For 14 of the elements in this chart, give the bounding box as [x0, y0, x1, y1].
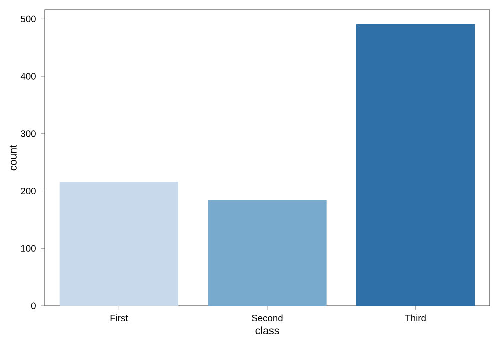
bar	[60, 182, 179, 306]
x-tick-label: First	[110, 314, 128, 322]
y-tick-label: 200	[21, 188, 36, 195]
bar	[356, 24, 476, 306]
y-tick-label: 300	[21, 130, 36, 138]
y-axis-title: count	[10, 145, 17, 171]
x-axis-title: class	[256, 326, 280, 335]
x-tick-label: Third	[405, 314, 426, 322]
y-tick-label: 500	[21, 16, 36, 22]
y-tick-label: 100	[21, 245, 36, 252]
y-tick-label: 0	[31, 302, 36, 310]
x-tick-label: Second	[252, 314, 283, 322]
bar	[208, 200, 327, 306]
y-tick-label: 400	[20, 73, 36, 80]
